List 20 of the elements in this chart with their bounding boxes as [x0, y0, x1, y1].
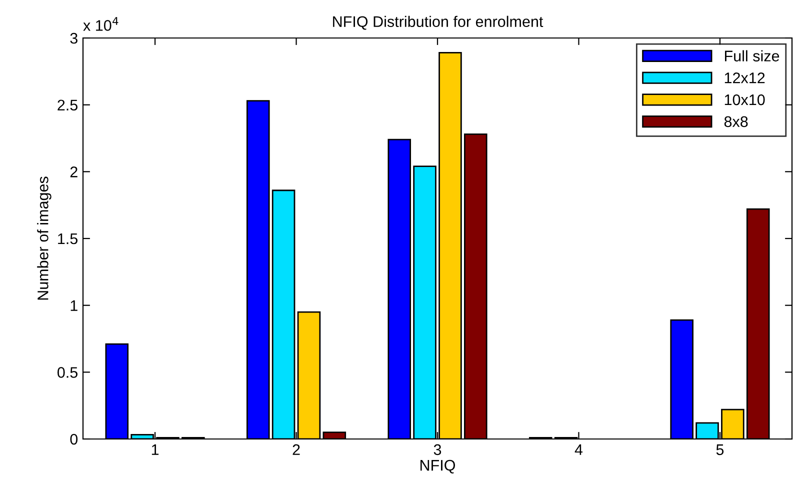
legend-label: 8x8: [724, 116, 748, 128]
y-tick-label: 0.5: [58, 367, 78, 378]
x-tick-label: 4: [574, 444, 583, 455]
x-tick-label: 1: [152, 444, 159, 455]
legend-label: Full size: [725, 50, 780, 62]
y-tick-label: 3: [70, 32, 78, 44]
chart-title: NFIQ Distribution for enrolment: [333, 16, 544, 30]
y-tick-label: 0: [70, 434, 78, 445]
legend-label: 10x10: [724, 94, 765, 106]
text: x 10$^{4}$: [83, 17, 118, 31]
y-tick-label: 1: [70, 300, 78, 311]
x-tick-label: 2: [292, 444, 300, 455]
x-tick-label: 3: [434, 444, 442, 456]
x-axis-title: NFIQ: [420, 460, 456, 474]
x-tick-label: 5: [716, 444, 724, 456]
legend-label: 12x12: [724, 72, 765, 84]
y-tick-label: 2.5: [58, 100, 78, 111]
y-tick-label: 2: [70, 166, 78, 178]
y-tick-label: 1.5: [58, 234, 78, 244]
y-axis-title: Number of images: [37, 176, 52, 300]
